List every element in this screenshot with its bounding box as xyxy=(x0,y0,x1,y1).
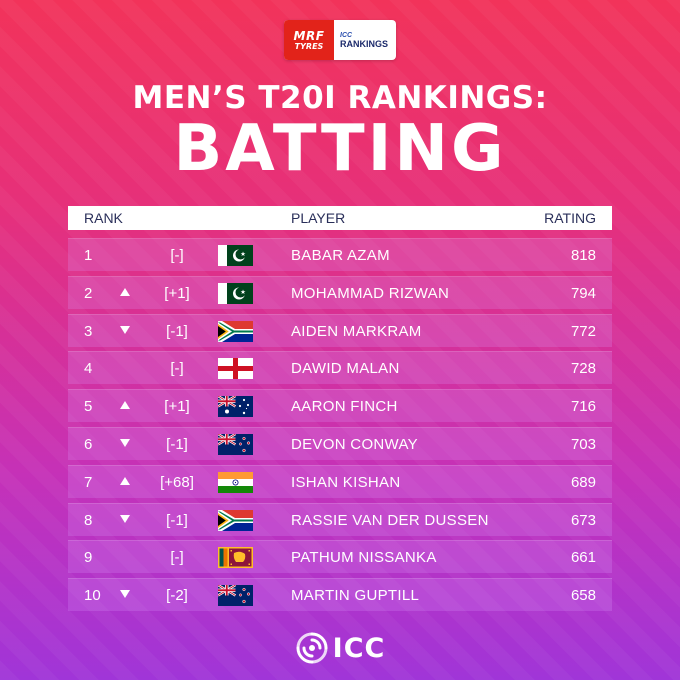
flag-pak-icon xyxy=(218,282,253,304)
icc-emblem-icon xyxy=(296,632,328,664)
player-name: MARTIN GUPTILL xyxy=(291,587,420,605)
rank-change: [-1] xyxy=(166,511,188,529)
rank-value: 3 xyxy=(84,322,93,340)
rank-column-header: RANK xyxy=(84,210,123,226)
table-row: 2 [+1] MOHAMMAD RIZWAN 794 xyxy=(68,275,612,309)
flag-aus-icon xyxy=(217,395,253,418)
arrow-down-icon xyxy=(120,514,134,525)
player-name: ISHAN KISHAN xyxy=(291,473,401,491)
player-name: MOHAMMAD RIZWAN xyxy=(291,284,450,302)
player-name: PATHUM NISSANKA xyxy=(291,549,437,567)
rating-value: 689 xyxy=(570,473,596,491)
arrow-up-icon xyxy=(120,401,134,411)
rank-change: [+68] xyxy=(160,473,194,491)
rating-value: 673 xyxy=(570,511,596,529)
arrow-down-icon xyxy=(120,590,134,600)
rank-value: 6 xyxy=(84,436,93,453)
icc-footer-text: ICC xyxy=(332,632,386,664)
rank-change: [-] xyxy=(170,360,184,378)
flag-rsa-icon xyxy=(218,320,253,342)
icc-rankings-logo: ICC RANKINGS xyxy=(334,20,396,60)
flag-nz-icon xyxy=(217,584,253,607)
player-name: DAWID MALAN xyxy=(291,360,400,378)
arrow-down-icon xyxy=(120,325,134,336)
rank-value: 7 xyxy=(84,473,93,491)
rankings-text: RANKINGS xyxy=(340,38,389,49)
rating-value: 716 xyxy=(570,398,596,416)
rank-value: 1 xyxy=(84,247,93,264)
rating-column-header: RATING xyxy=(544,210,596,226)
player-name: AARON FINCH xyxy=(291,398,398,416)
rating-value: 772 xyxy=(570,322,596,340)
player-name: BABAR AZAM xyxy=(291,247,390,264)
page-title: MEN’S T20I RANKINGS: xyxy=(132,80,548,116)
rank-value: 10 xyxy=(84,587,101,605)
mrf-text: MRF xyxy=(293,28,325,43)
rank-change: [+1] xyxy=(164,284,190,302)
rating-value: 728 xyxy=(570,360,596,378)
arrow-up-icon xyxy=(120,476,134,487)
table-row: 9 [-] PATHUM NISSANKA 661 xyxy=(68,540,612,574)
flag-sl-icon xyxy=(218,547,253,569)
rating-value: 794 xyxy=(570,284,596,302)
table-row: 7 [+68] ISHAN KISHAN 689 xyxy=(68,464,612,498)
icc-footer-logo: ICC xyxy=(0,631,680,665)
player-name: RASSIE VAN DER DUSSEN xyxy=(291,511,489,529)
player-column-header: PLAYER xyxy=(291,210,346,226)
table-row: 5 [+1] AARON FINCH 716 xyxy=(68,389,612,423)
rank-change: [-] xyxy=(170,549,184,567)
table-row: 3 [-1] AIDEN MARKRAM 772 xyxy=(68,313,612,347)
tyres-text: TYRES xyxy=(294,41,324,51)
sponsor-logo: MRF TYRES ICC RANKINGS xyxy=(284,20,396,60)
rating-value: 818 xyxy=(570,247,596,264)
mrf-tyres-logo: MRF TYRES xyxy=(284,20,334,60)
table-row: 10 [-2] MARTIN GUPTILL 658 xyxy=(68,578,612,612)
table-row: 8 [-1] RASSIE VAN DER DUSSEN 673 xyxy=(68,502,612,536)
rating-value: 661 xyxy=(570,549,596,567)
flag-eng-icon xyxy=(218,358,253,380)
rank-value: 8 xyxy=(84,511,93,529)
arrow-down-icon xyxy=(120,439,134,449)
rank-value: 9 xyxy=(84,549,93,567)
rating-value: 658 xyxy=(570,587,596,605)
rank-value: 2 xyxy=(84,284,93,302)
flag-ind-icon xyxy=(218,471,253,493)
rank-change: [-2] xyxy=(166,587,188,605)
flag-rsa-icon xyxy=(218,509,253,531)
player-name: DEVON CONWAY xyxy=(291,436,418,453)
table-row: 4 [-] DAWID MALAN 728 xyxy=(68,351,612,385)
rating-value: 703 xyxy=(570,436,596,453)
player-name: AIDEN MARKRAM xyxy=(291,322,422,340)
rank-value: 4 xyxy=(84,360,93,378)
rank-change: [+1] xyxy=(164,398,190,416)
flag-pak-icon xyxy=(218,245,253,266)
flag-nz-icon xyxy=(217,432,253,455)
arrow-up-icon xyxy=(120,287,134,298)
rank-change: [-] xyxy=(170,247,184,264)
table-row: 6 [-1] DEVON CONWAY 703 xyxy=(68,427,612,460)
table-header: RANK PLAYER RATING xyxy=(68,206,612,230)
rank-change: [-1] xyxy=(166,322,188,340)
rank-value: 5 xyxy=(84,398,93,416)
icc-small-text: ICC xyxy=(340,31,353,39)
page-subtitle: BATTING xyxy=(173,112,507,186)
table-row: 1 [-] BABAR AZAM 818 xyxy=(68,238,612,271)
rank-change: [-1] xyxy=(166,436,188,453)
